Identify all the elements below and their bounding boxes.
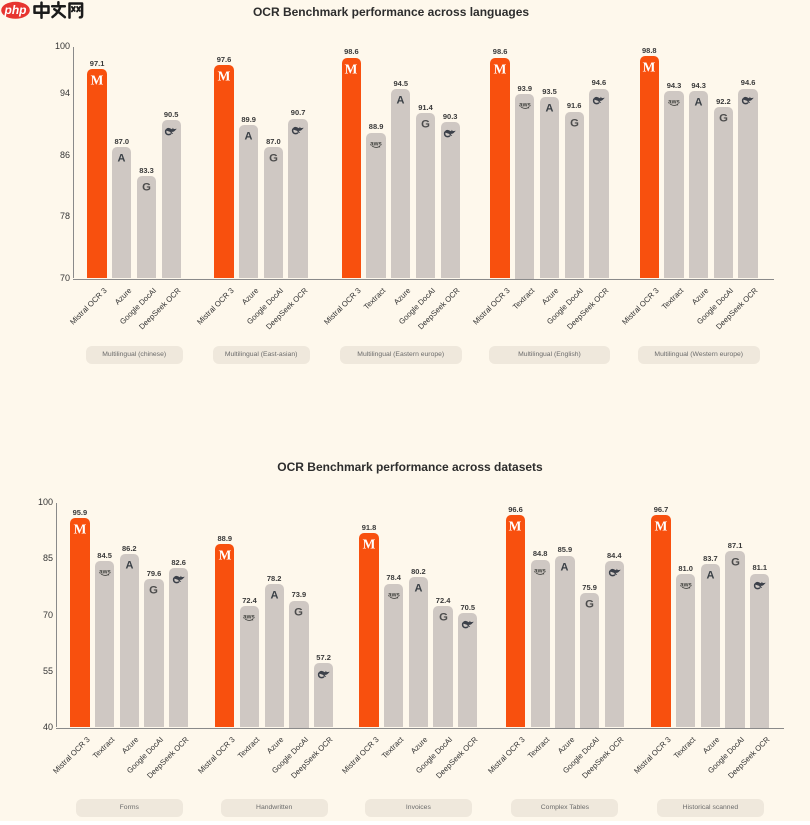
svg-text:G: G [731,557,740,566]
svg-text:A: A [561,562,569,571]
svg-text:M: M [655,521,668,532]
svg-text:G: G [142,182,151,191]
svg-text:G: G [570,118,579,127]
svg-text:M: M [218,550,231,561]
svg-text:M: M [363,539,376,550]
svg-text:M: M [218,71,231,82]
svg-text:A: A [706,570,714,579]
svg-text:G: G [719,113,728,122]
svg-text:A: A [270,590,278,599]
svg-text:G: G [269,153,278,162]
svg-text:M: M [74,524,87,535]
svg-text:G: G [439,612,448,621]
svg-text:aws: aws [680,581,692,588]
svg-text:aws: aws [519,101,531,108]
svg-text:M: M [91,75,104,86]
svg-text:aws: aws [534,567,546,574]
svg-text:A: A [414,583,422,592]
svg-text:M: M [643,62,656,73]
svg-text:aws: aws [244,613,256,620]
svg-text:php: php [4,3,27,17]
svg-text:A: A [245,131,253,140]
svg-text:A: A [118,153,126,162]
svg-text:aws: aws [668,98,680,105]
svg-text:A: A [397,95,405,104]
svg-text:aws: aws [99,568,111,575]
svg-text:G: G [585,599,594,608]
svg-text:M: M [509,521,522,532]
svg-text:G: G [421,119,430,128]
svg-text:A: A [546,103,554,112]
svg-text:G: G [294,607,303,616]
svg-text:G: G [150,585,159,594]
svg-text:M: M [494,64,507,75]
svg-text:M: M [345,64,358,75]
svg-text:A: A [125,560,133,569]
svg-text:aws: aws [370,140,382,147]
svg-text:aws: aws [388,591,400,598]
svg-text:A: A [695,97,703,106]
